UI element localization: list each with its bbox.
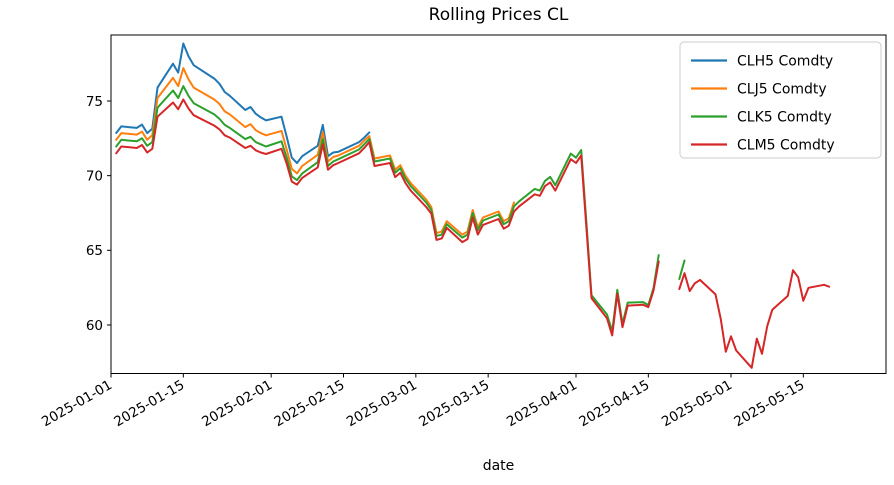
- legend-frame: [679, 41, 882, 159]
- series-line-CLM5: [115, 98, 831, 369]
- y-tick-label: 75: [86, 94, 103, 110]
- x-tick-label: 2025-01-15: [111, 377, 187, 430]
- legend-label: CLM5 Comdty: [737, 138, 835, 154]
- legend-item: CLK5 Comdty: [691, 110, 832, 126]
- series-line-CLK5: [115, 85, 686, 333]
- legend-item: CLJ5 Comdty: [691, 82, 827, 98]
- legend: CLH5 Comdty CLJ5 Comdty CLK5 Comdty CLM5 Co…: [679, 41, 882, 159]
- legend-item: CLM5 Comdty: [691, 138, 835, 154]
- legend-item: CLH5 Comdty: [691, 54, 833, 70]
- series-line-CLJ5: [115, 67, 515, 236]
- x-tick-label: 2025-05-15: [731, 377, 807, 430]
- legend-label: CLK5 Comdty: [737, 110, 832, 126]
- chart-title: Rolling Prices CL: [428, 5, 569, 25]
- x-tick-label: 2025-03-15: [416, 377, 492, 430]
- y-axis-ticks: 60 65 70 75: [86, 94, 111, 334]
- legend-label: CLH5 Comdty: [737, 54, 833, 70]
- x-tick-label: 2025-02-15: [272, 377, 348, 430]
- y-tick-label: 60: [86, 318, 103, 334]
- x-tick-label: 2025-02-01: [199, 377, 275, 430]
- y-tick-label: 70: [86, 168, 103, 184]
- x-axis-label: date: [482, 458, 515, 474]
- legend-label: CLJ5 Comdty: [737, 82, 827, 98]
- x-tick-label: 2025-01-01: [39, 377, 115, 430]
- x-tick-label: 2025-04-15: [576, 377, 652, 430]
- x-tick-label: 2025-04-01: [504, 377, 580, 430]
- x-tick-label: 2025-03-01: [344, 377, 420, 430]
- series-line-CLH5: [115, 42, 371, 164]
- plot-border: [110, 34, 887, 374]
- x-tick-label: 2025-05-01: [659, 377, 735, 430]
- y-tick-label: 65: [86, 243, 103, 259]
